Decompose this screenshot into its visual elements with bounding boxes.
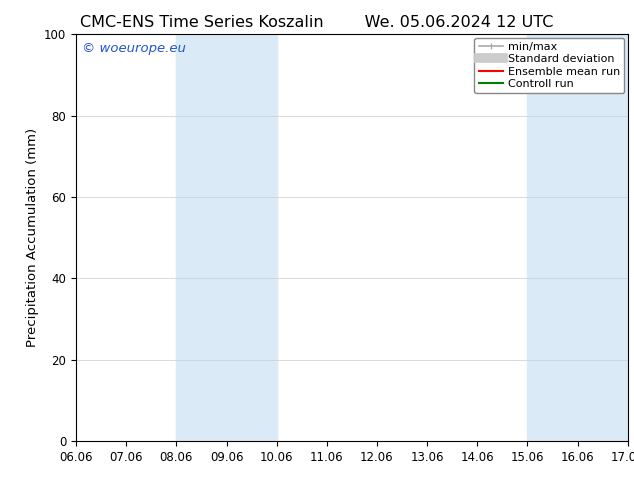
Bar: [527, 34, 628, 441]
Text: © woeurope.eu: © woeurope.eu: [82, 43, 186, 55]
Text: CMC-ENS Time Series Koszalin        We. 05.06.2024 12 UTC: CMC-ENS Time Series Koszalin We. 05.06.2…: [81, 15, 553, 30]
Bar: [176, 34, 276, 441]
Legend: min/max, Standard deviation, Ensemble mean run, Controll run: min/max, Standard deviation, Ensemble me…: [474, 38, 624, 93]
Y-axis label: Precipitation Accumulation (mm): Precipitation Accumulation (mm): [25, 128, 39, 347]
